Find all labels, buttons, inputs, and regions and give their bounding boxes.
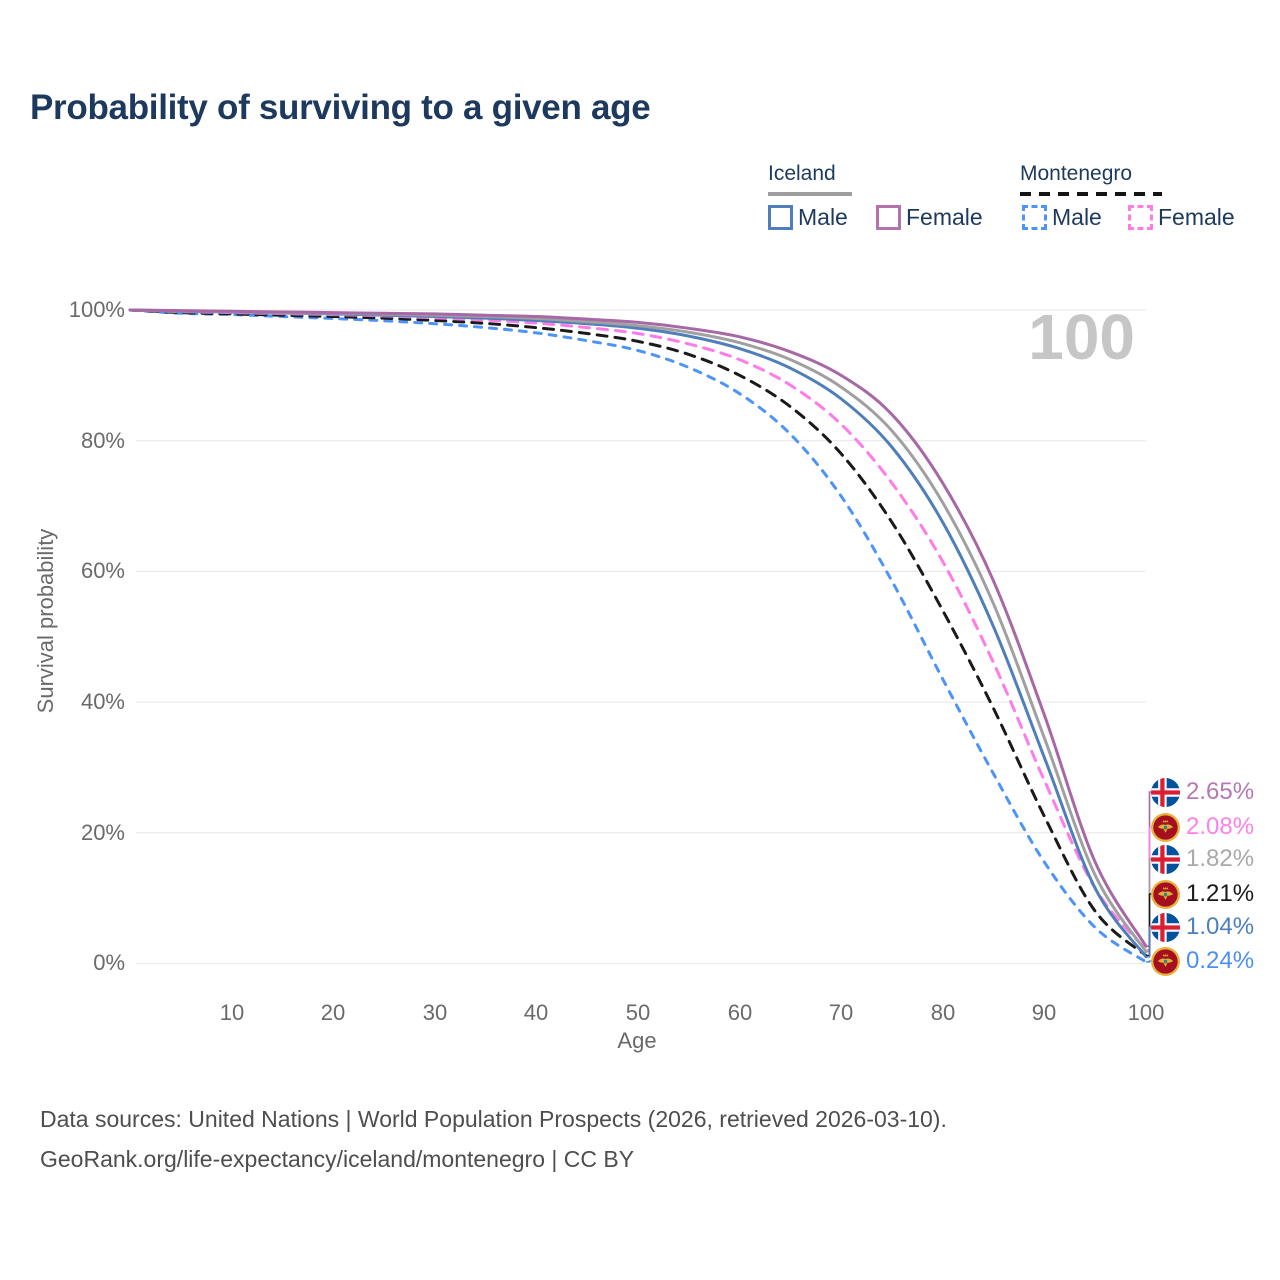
end-label-montenegro-female[interactable]: 2.08% [1151,812,1254,842]
legend-montenegro-title: Montenegro [1020,162,1133,185]
end-label-iceland-male[interactable]: 1.04% [1151,912,1254,942]
iceland-flag-icon [1151,777,1180,807]
end-label-value: 2.08% [1186,813,1255,840]
end-label-iceland-female[interactable]: 2.65% [1151,777,1254,807]
x-tick: 40 [523,1000,549,1025]
montenegro-flag-icon [1151,812,1180,842]
x-tick: 20 [320,1000,346,1025]
legend-montenegro-male[interactable]: Male [1022,204,1102,231]
end-label-value: 1.21% [1186,880,1255,907]
montenegro-flag-icon [1151,946,1180,976]
legend-iceland-underline [768,192,852,196]
age-watermark: 100 [1028,301,1135,373]
y-tick: 100% [68,297,125,322]
iceland-male-swatch-icon [768,205,793,230]
end-label-value: 2.65% [1186,778,1255,805]
x-axis-title: Age [617,1028,657,1053]
y-tick: 80% [80,428,125,453]
x-tick: 100 [1127,1000,1165,1025]
y-tick: 40% [80,689,125,714]
x-tick: 80 [930,1000,956,1025]
montenegro-flag-icon [1151,879,1180,909]
legend-montenegro-female[interactable]: Female [1128,204,1235,231]
x-tick: 50 [625,1000,651,1025]
end-label-montenegro-total[interactable]: 1.21% [1151,879,1254,909]
end-label-value: 0.24% [1186,947,1255,974]
end-label-montenegro-male[interactable]: 0.24% [1151,946,1254,976]
legend-montenegro-underline [1020,192,1162,196]
iceland-female-swatch-icon [876,205,901,230]
legend-iceland-female[interactable]: Female [876,204,983,231]
attribution-line: GeoRank.org/life-expectancy/iceland/mont… [40,1146,635,1172]
legend-iceland-male[interactable]: Male [768,204,848,231]
legend-iceland-female-label: Female [906,204,983,230]
x-tick: 30 [422,1000,448,1025]
x-tick: 90 [1031,1000,1057,1025]
y-tick: 20% [80,820,125,845]
legend-montenegro-male-label: Male [1052,204,1102,230]
legend-iceland-title: Iceland [768,162,836,185]
data-sources-line: Data sources: United Nations | World Pop… [40,1106,947,1132]
x-tick: 10 [219,1000,245,1025]
x-tick: 70 [828,1000,854,1025]
montenegro-male-swatch-icon [1022,205,1047,230]
legend-iceland-male-label: Male [798,204,848,230]
legend-montenegro-female-label: Female [1158,204,1235,230]
y-tick: 60% [80,558,125,583]
end-label-iceland-total[interactable]: 1.82% [1151,844,1254,874]
x-tick: 60 [727,1000,753,1025]
end-label-value: 1.82% [1186,845,1255,872]
y-tick: 0% [93,950,125,975]
iceland-flag-icon [1151,844,1180,874]
iceland-flag-icon [1151,912,1180,942]
page-title: Probability of surviving to a given age [30,88,651,127]
end-label-value: 1.04% [1186,913,1255,940]
montenegro-female-swatch-icon [1128,205,1153,230]
y-axis-title: Survival probability [33,528,58,714]
